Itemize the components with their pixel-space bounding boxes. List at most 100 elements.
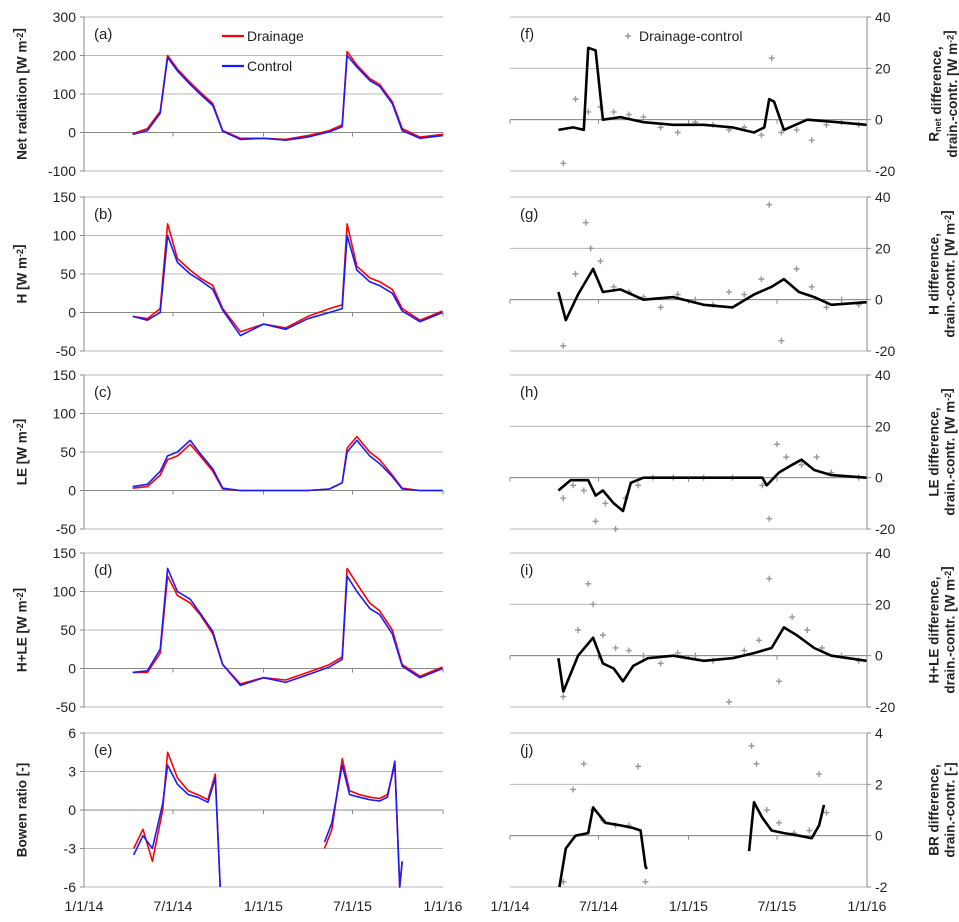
scatter-point: [789, 614, 796, 621]
scatter-point: [560, 495, 567, 502]
panel-label: (e): [94, 742, 112, 759]
scatter-point: [741, 291, 748, 298]
y-tick-label: -2: [875, 879, 888, 895]
panel-e: -6 -3 0 3 6 (e) Bowen ratio [-]: [15, 725, 444, 895]
scatter-points: [560, 55, 862, 167]
y-tick-label: -3: [64, 841, 77, 857]
panel-a: -100 0 100 200 300 (a) Net radiation [W m-2]: [11, 9, 444, 179]
panel-j: -2 0 2 4 (j) BR difference,drain.-contr. [-]: [509, 725, 957, 895]
panel-label: (g): [520, 206, 538, 223]
scatter-points: [560, 441, 862, 532]
scatter-point: [657, 304, 664, 311]
panel-label: (i): [520, 562, 533, 579]
y-tick-label: -100: [48, 163, 76, 179]
scatter-point: [838, 296, 845, 303]
scatter-point: [625, 111, 632, 118]
scatter-point: [635, 482, 642, 489]
scatter-points: [560, 742, 830, 885]
scatter-point: [570, 482, 577, 489]
scatter-point: [572, 271, 579, 277]
y-tick-label: -6: [64, 879, 77, 895]
scatter-point: [804, 627, 811, 633]
scatter-point: [582, 219, 589, 226]
y-tick-label: 0: [68, 661, 76, 677]
smoothed-line: [558, 801, 826, 888]
scatter-point: [726, 288, 733, 295]
y-tick-label: 150: [53, 367, 77, 383]
scatter-point: [775, 678, 782, 685]
y-tick-label: 0: [68, 483, 76, 499]
panel-label: (b): [94, 206, 112, 223]
scatter-point: [758, 132, 765, 139]
y-tick-label: 100: [53, 228, 77, 244]
y-tick-label: -50: [56, 699, 76, 715]
y-axis-title: H [W m-2]: [11, 244, 30, 303]
y-tick-label: 0: [68, 125, 76, 141]
x-tick-label: 1/1/15: [244, 898, 283, 914]
panel-label: (f): [520, 26, 534, 43]
panel-label: (a): [94, 26, 112, 43]
scatter-point: [806, 827, 813, 834]
y-axis-title: LE difference,drain.-contr. [W m-2]: [926, 388, 957, 515]
scatter-point: [813, 454, 820, 461]
panel-label: (c): [94, 384, 112, 401]
scatter-point: [657, 660, 664, 667]
scatter-point: [585, 108, 592, 115]
scatter-point: [574, 627, 581, 633]
x-tick-label: 1/1/14: [491, 898, 530, 914]
y-tick-label: 4: [875, 725, 883, 741]
y-tick-label: 50: [60, 266, 76, 282]
y-tick-label: 40: [875, 9, 891, 25]
y-axis-title: LE [W m-2]: [11, 419, 30, 486]
scatter-point: [610, 108, 617, 115]
y-axis-title: Bowen ratio [-]: [15, 763, 30, 858]
y-tick-label: 20: [875, 60, 891, 76]
scatter-point: [768, 55, 775, 62]
scatter-point: [755, 637, 762, 644]
scatter-point: [674, 129, 681, 136]
scatter-point: [610, 283, 617, 290]
y-tick-label: 100: [53, 406, 77, 422]
scatter-point: [819, 644, 826, 651]
legend: Drainage Control: [222, 28, 304, 74]
y-tick-label: -50: [56, 521, 76, 537]
y-tick-label: 20: [875, 240, 891, 256]
y-tick-label: 40: [875, 367, 891, 383]
scatter-point: [612, 644, 619, 651]
y-tick-label: 3: [68, 764, 76, 780]
legend-label: Control: [247, 58, 292, 74]
y-tick-label: 0: [875, 292, 883, 308]
smoothed-line: [558, 46, 867, 134]
scatter-point: [640, 652, 647, 659]
scatter-point: [580, 487, 587, 494]
scatter-point: [748, 742, 755, 749]
scatter-point: [674, 291, 681, 298]
scatter-point: [816, 771, 823, 778]
panel-f: -20 0 20 40 (f) Rnet difference,drain.-contr.…: [509, 9, 959, 179]
scatter-point: [793, 265, 800, 272]
scatter-point: [674, 650, 681, 657]
scatter-point: [560, 342, 567, 349]
legend-f: Drainage-control: [625, 28, 743, 44]
scatter-point: [783, 454, 790, 461]
panel-label: (j): [520, 742, 533, 759]
scatter-point: [759, 482, 766, 489]
scatter-point: [587, 245, 594, 252]
x-tick-label: 1/1/16: [848, 898, 887, 914]
x-tick-label: 7/1/15: [758, 898, 797, 914]
legend-label: Drainage: [247, 28, 304, 44]
x-tick-label: 7/1/14: [154, 898, 193, 914]
scatter-point: [657, 124, 664, 131]
y-tick-label: 0: [68, 802, 76, 818]
scatter-point: [597, 258, 604, 265]
y-tick-label: 6: [68, 725, 76, 741]
y-tick-label: 0: [68, 305, 76, 321]
scatter-point: [741, 647, 748, 654]
y-tick-label: 0: [875, 470, 883, 486]
scatter-point: [726, 698, 733, 705]
scatter-point: [766, 201, 773, 208]
x-tick-label: 7/1/15: [333, 898, 372, 914]
y-axis-title: Net radiation [W m-2]: [11, 28, 30, 160]
panel-h: -20 0 20 40 (h) LE difference,drain.-contr. […: [509, 367, 957, 537]
